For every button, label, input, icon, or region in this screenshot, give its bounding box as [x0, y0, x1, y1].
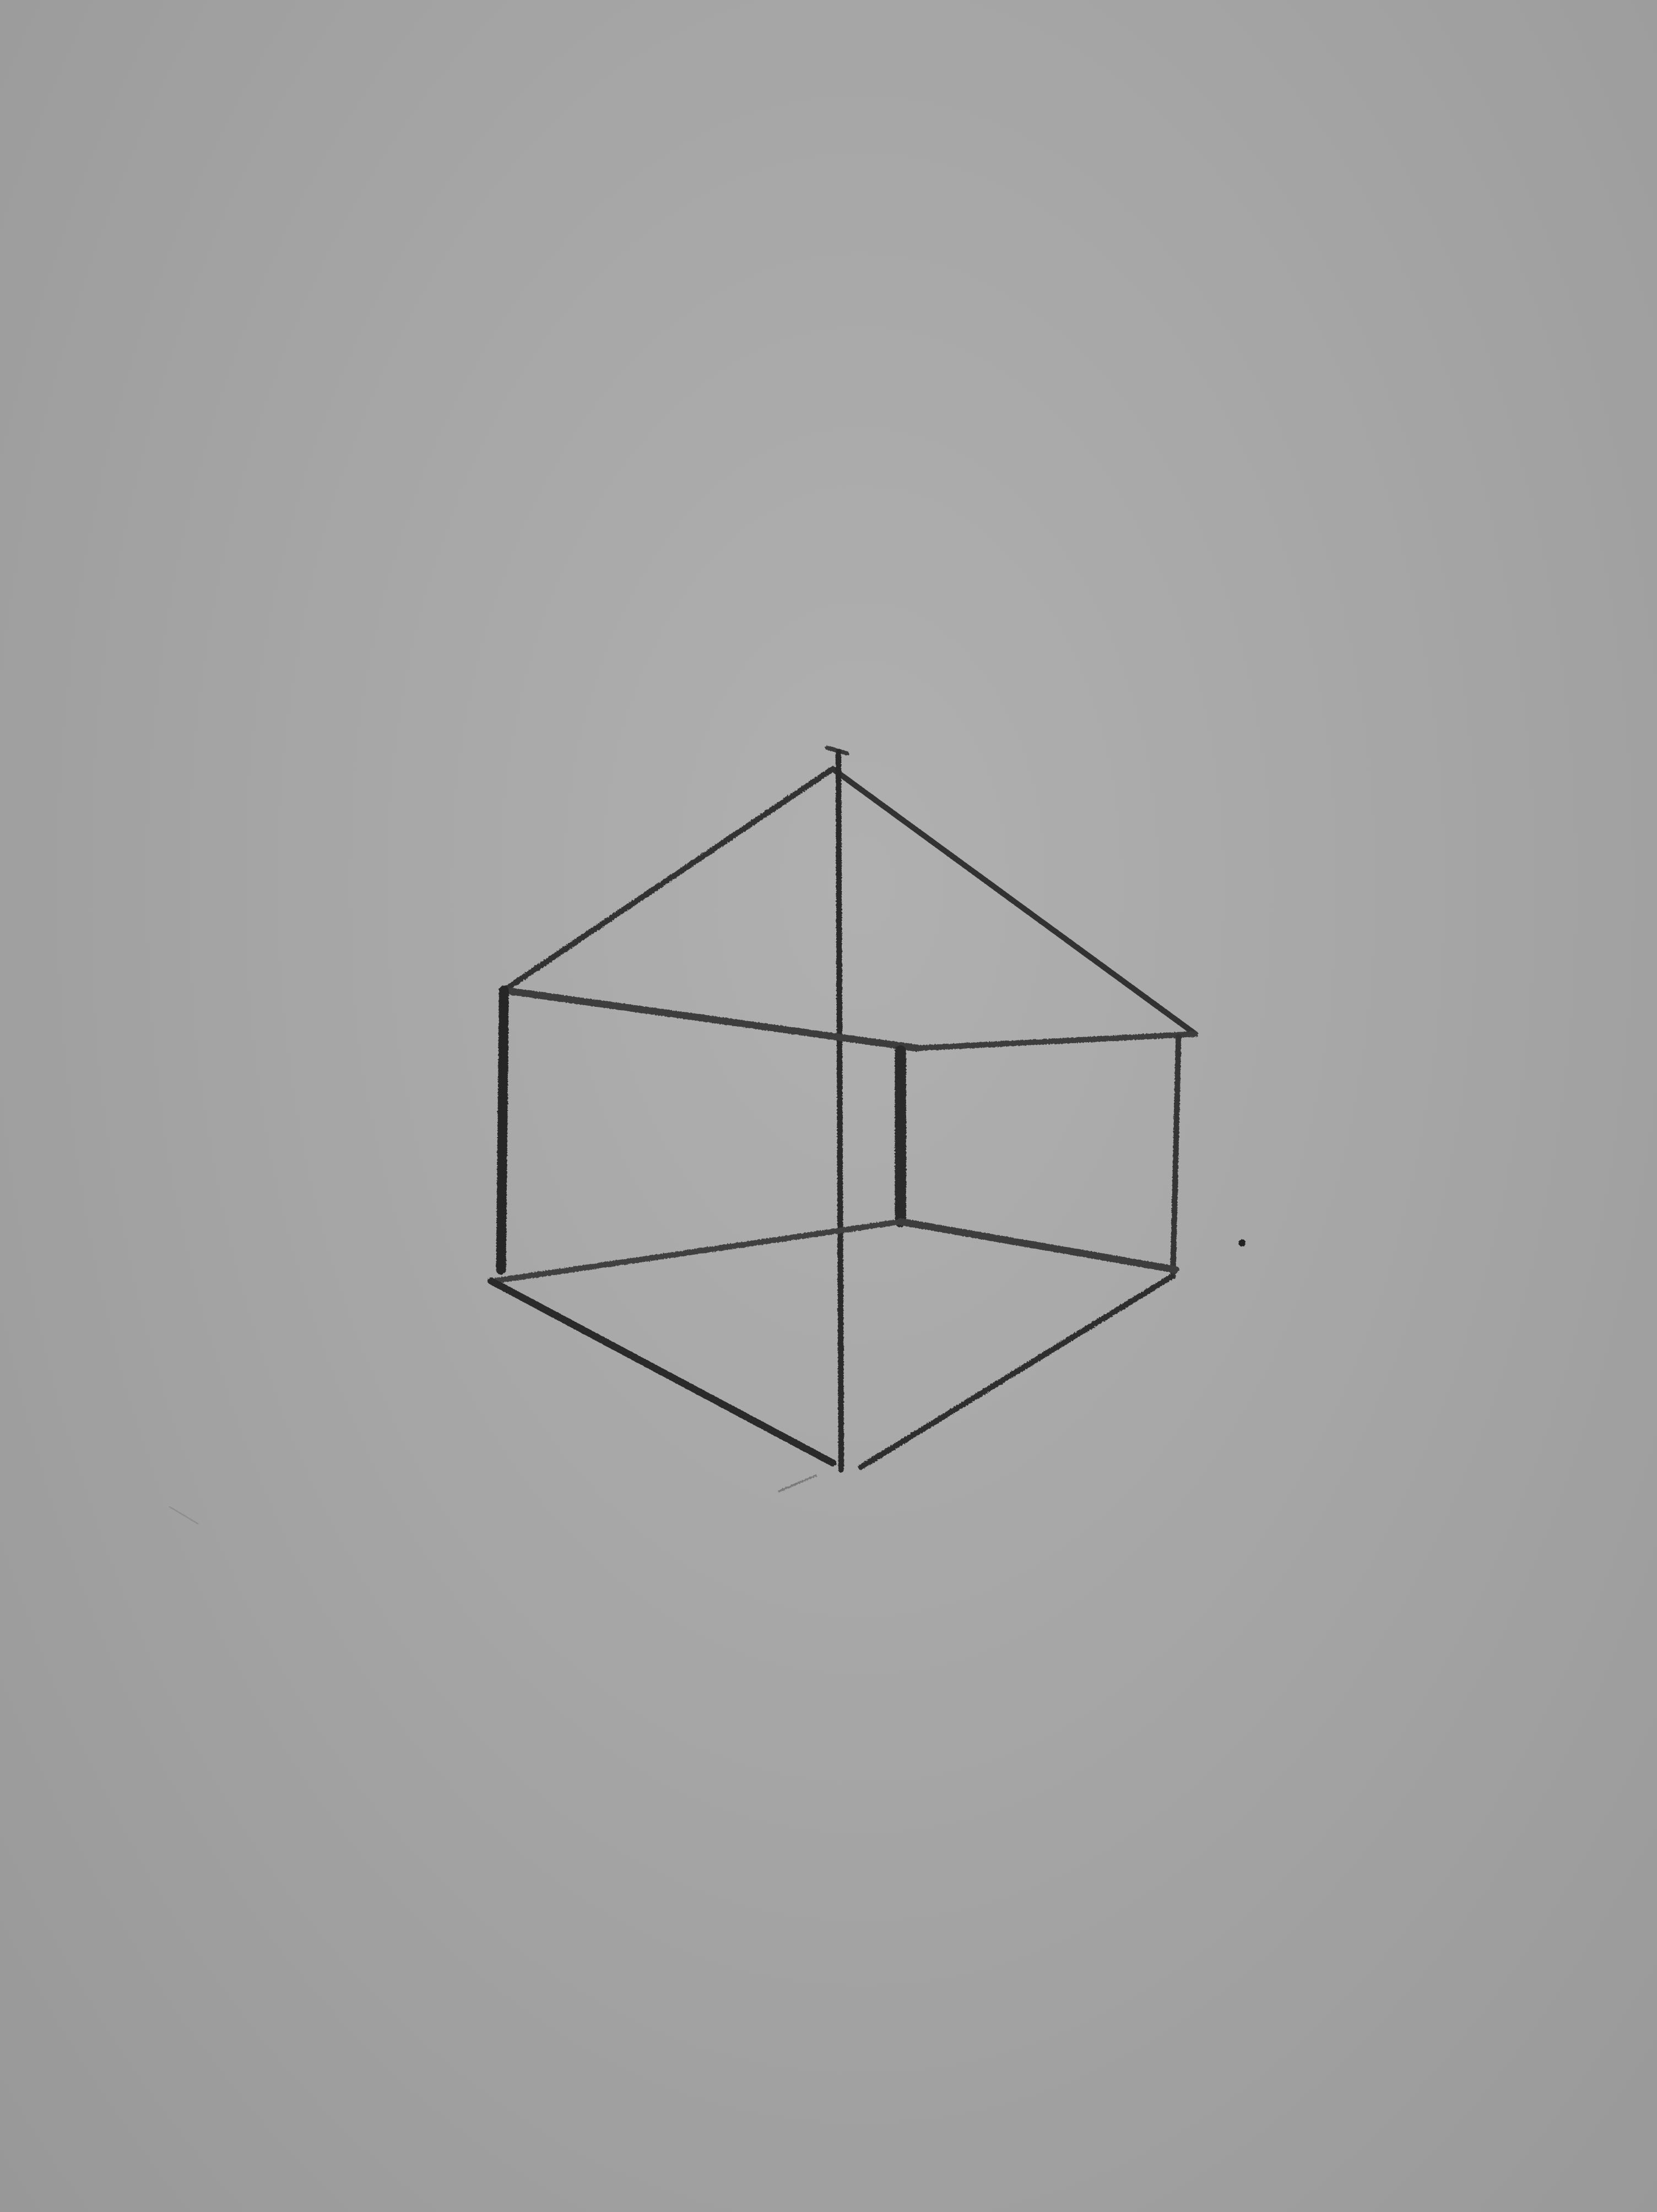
pencil-dot: [1238, 1239, 1246, 1246]
center-vertical-edge: [835, 749, 844, 1473]
lower-left-edge: [491, 1218, 903, 1284]
right-vertical-edge: [1170, 1034, 1182, 1280]
lower-right-edge: [897, 1218, 1179, 1273]
stray-mark-faint: [169, 1506, 198, 1525]
roof-left-edge: [501, 766, 836, 994]
bottom-left-edge: [488, 1277, 837, 1467]
roof-right-edge: [830, 766, 1199, 1037]
left-vertical-edge: [496, 985, 509, 1275]
stray-mark: [778, 1474, 817, 1493]
upper-right-edge: [914, 1031, 1199, 1051]
upper-left-edge: [500, 986, 921, 1052]
bottom-right-edge: [858, 1273, 1174, 1470]
